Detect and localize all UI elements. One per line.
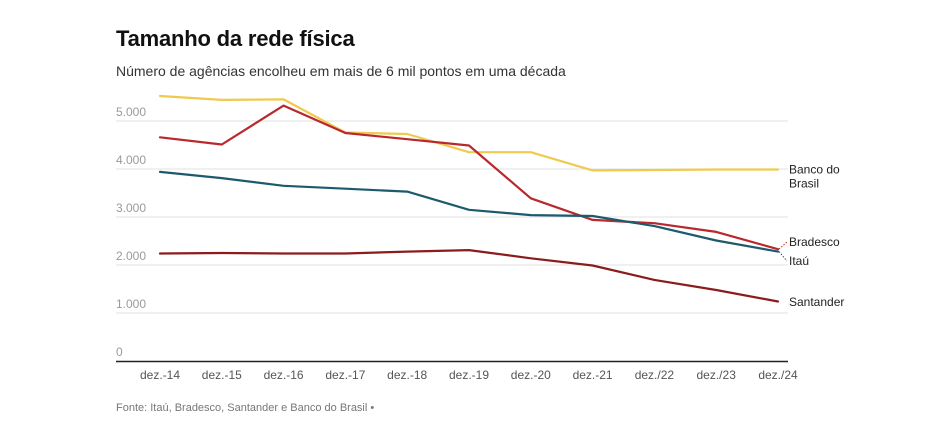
y-tick-label: 3.000 (116, 201, 146, 215)
series-label: Banco do (789, 162, 840, 176)
x-tick-label: dez./23 (697, 368, 737, 382)
x-tick-label: dez.-18 (387, 368, 427, 382)
y-tick-label: 2.000 (116, 249, 146, 263)
series-line-santander (158, 249, 780, 303)
series-line-bradesco (158, 104, 780, 251)
y-tick-label: 4.000 (116, 153, 146, 167)
label-connector (778, 241, 788, 250)
x-tick-label: dez.-21 (573, 368, 613, 382)
x-tick-label: dez.-14 (140, 368, 180, 382)
y-axis-ticks: 0 1.000 2.000 3.000 4.000 5.000 (116, 105, 146, 359)
x-tick-label: dez./24 (758, 368, 798, 382)
x-tick-label: dez./22 (635, 368, 675, 382)
series-lines (158, 94, 780, 303)
y-tick-label: 1.000 (116, 297, 146, 311)
x-tick-label: dez.-15 (202, 368, 242, 382)
series-label: Bradesco (789, 235, 840, 249)
label-connector (778, 251, 788, 262)
x-axis: dez.-14 dez.-15 dez.-16 dez.-17 dez.-18 dez.-… (116, 360, 798, 382)
y-tick-label: 0 (116, 345, 123, 359)
y-tick-label: 5.000 (116, 105, 146, 119)
series-line-ita- (158, 170, 780, 253)
x-tick-label: dez.-20 (511, 368, 551, 382)
series-label: Brasil (789, 176, 819, 190)
x-tick-label: dez.-16 (264, 368, 304, 382)
chart-subtitle: Número de agências encolheu em mais de 6… (116, 63, 566, 79)
x-tick-label: dez.-17 (325, 368, 365, 382)
series-line-banco-do-brasil (158, 94, 780, 172)
series-label: Itaú (789, 254, 809, 268)
x-tick-label: dez.-19 (449, 368, 489, 382)
series-label: Santander (789, 295, 844, 309)
chart-title: Tamanho da rede física (116, 26, 355, 51)
source-note: Fonte: Itaú, Bradesco, Santander e Banco… (116, 402, 375, 414)
